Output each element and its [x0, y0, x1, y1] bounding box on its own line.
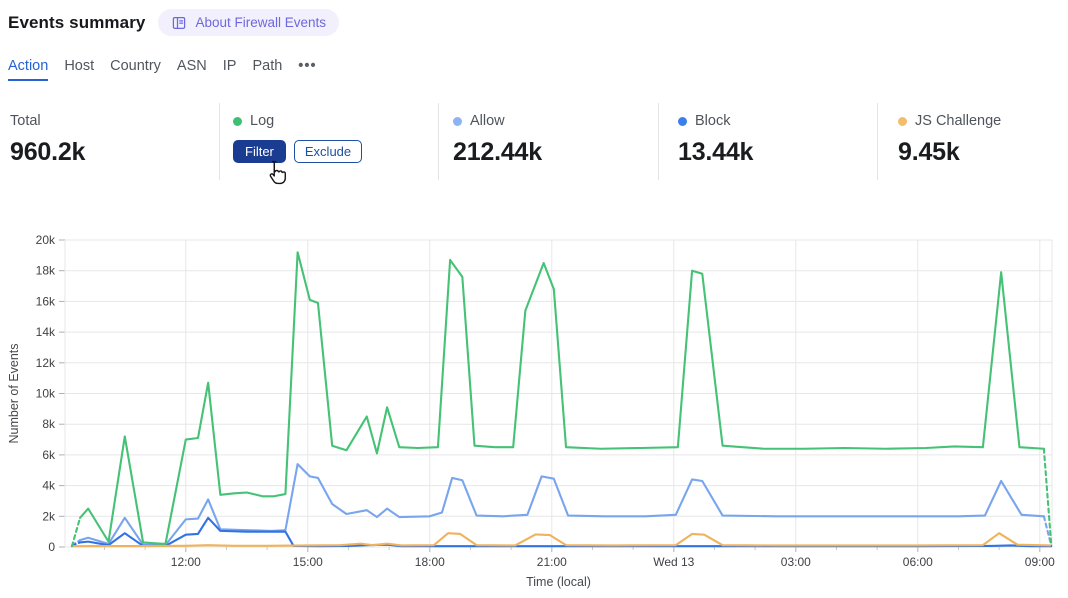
tab-host[interactable]: Host: [64, 58, 95, 74]
stats-divider: [658, 103, 659, 180]
book-icon: [173, 16, 186, 29]
events-line-chart: 0 2k 4k 6k 8k 10k 12k 14k 16k 18k 20k 12:00 15:00 18:…: [7, 233, 1055, 589]
page-header: Events summary About Firewall Events: [8, 9, 340, 36]
svg-text:20k: 20k: [36, 233, 56, 247]
stat-label-log: Log: [250, 113, 275, 129]
stat-card-log: Log Filter Exclude: [233, 102, 363, 163]
tab-country[interactable]: Country: [110, 58, 161, 74]
page-title: Events summary: [8, 12, 146, 32]
svg-text:0: 0: [48, 540, 55, 554]
block-series-dot: [678, 116, 687, 126]
svg-text:16k: 16k: [36, 294, 56, 308]
svg-text:21:00: 21:00: [537, 555, 567, 569]
stat-value-allow: 212.44k: [453, 138, 542, 166]
svg-text:2k: 2k: [42, 509, 56, 523]
js-challenge-series-dot: [898, 116, 907, 126]
svg-text:18k: 18k: [36, 264, 56, 278]
tab-asn[interactable]: ASN: [176, 58, 207, 74]
stat-card-block: Block 13.44k: [678, 102, 753, 167]
svg-text:4k: 4k: [42, 479, 56, 493]
tabs-more-button[interactable]: •••: [298, 58, 317, 74]
svg-text:6k: 6k: [42, 448, 56, 462]
svg-text:10k: 10k: [36, 387, 56, 401]
svg-text:06:00: 06:00: [903, 555, 933, 569]
tab-action[interactable]: Action: [8, 58, 49, 81]
svg-text:12k: 12k: [36, 356, 56, 370]
about-badge-label: About Firewall Events: [195, 15, 327, 30]
tab-ip[interactable]: IP: [222, 58, 237, 74]
stat-value-total: 960.2k: [10, 138, 86, 166]
filter-button[interactable]: Filter: [233, 140, 286, 163]
stat-value-block: 13.44k: [678, 138, 754, 166]
stats-divider: [438, 103, 439, 180]
svg-text:09:00: 09:00: [1025, 555, 1055, 569]
svg-text:Wed 13: Wed 13: [653, 555, 694, 569]
svg-text:Number of Events: Number of Events: [7, 343, 21, 443]
stat-card-allow: Allow 212.44k: [453, 102, 542, 167]
stat-label-allow: Allow: [470, 113, 505, 129]
allow-series-dot: [453, 116, 462, 126]
log-series-dot: [233, 116, 242, 126]
stat-card-js-challenge: JS Challenge 9.45k: [898, 102, 1001, 167]
svg-text:8k: 8k: [42, 417, 56, 431]
stats-divider: [877, 103, 878, 180]
stat-label-total: Total: [10, 113, 41, 129]
svg-text:Time (local): Time (local): [526, 575, 591, 589]
stats-divider: [219, 103, 220, 180]
about-firewall-events-badge[interactable]: About Firewall Events: [158, 9, 340, 36]
svg-text:15:00: 15:00: [293, 555, 323, 569]
tab-path[interactable]: Path: [252, 58, 283, 74]
svg-text:14k: 14k: [36, 325, 56, 339]
stat-label-block: Block: [695, 113, 731, 129]
exclude-button[interactable]: Exclude: [293, 140, 363, 163]
svg-text:03:00: 03:00: [781, 555, 811, 569]
stat-label-js-challenge: JS Challenge: [915, 113, 1002, 129]
dimension-tabs: Action Host Country ASN IP Path •••: [8, 58, 317, 81]
svg-text:18:00: 18:00: [415, 555, 445, 569]
stat-value-js-challenge: 9.45k: [898, 138, 960, 166]
stat-card-total: Total 960.2k: [10, 102, 85, 167]
stats-row: Total 960.2k Log Filter Exclude Allow 21…: [0, 102, 1068, 184]
svg-text:12:00: 12:00: [171, 555, 201, 569]
